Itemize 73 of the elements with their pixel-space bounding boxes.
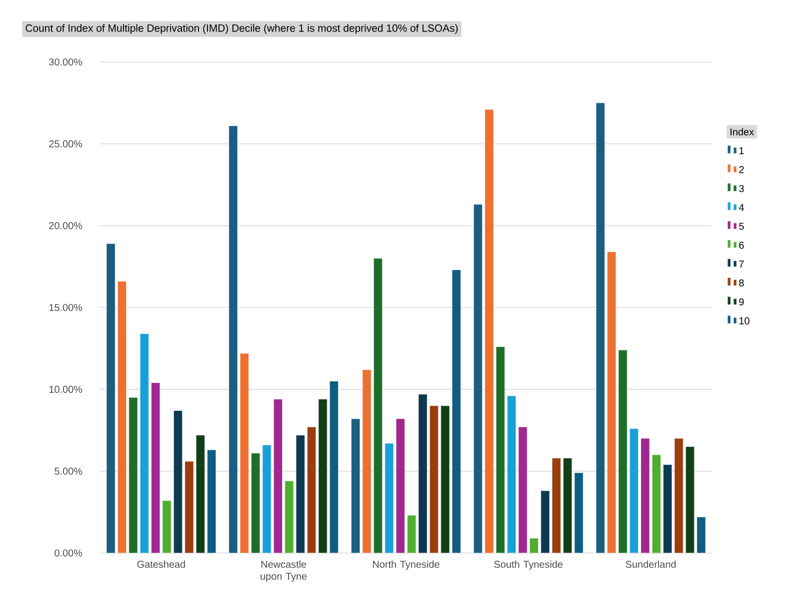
bar [274, 399, 282, 553]
bar [140, 334, 149, 553]
bar [430, 406, 438, 553]
bar [563, 458, 572, 553]
legend-label: 10 [739, 317, 750, 324]
bar [452, 270, 461, 553]
bar [296, 435, 305, 553]
y-tick-label: 30.00% [49, 58, 82, 66]
bar [251, 453, 260, 553]
y-tick-label: 10.00% [49, 386, 82, 393]
bar [240, 353, 249, 553]
bar [484, 109, 494, 553]
legend-label: 8 [739, 279, 744, 286]
bar [540, 490, 550, 553]
bar [228, 126, 238, 553]
x-tick-label: Newcastle upon Tyne [260, 560, 307, 582]
bar [418, 394, 428, 553]
bar [184, 461, 194, 553]
bar [652, 454, 661, 553]
bar [574, 472, 584, 553]
legend-label: 9 [739, 298, 744, 306]
y-tick-label: 25.00% [49, 140, 82, 148]
bar [384, 443, 394, 553]
bar [596, 102, 605, 553]
bar [174, 410, 182, 553]
bar [440, 406, 450, 553]
bar [640, 438, 650, 553]
bar [162, 500, 172, 553]
bar [607, 252, 616, 553]
bar [474, 204, 482, 553]
legend-label: 2 [739, 166, 744, 174]
bar [663, 464, 672, 553]
x-tick-label: Sunderland [626, 560, 676, 568]
bar [362, 370, 372, 553]
legend-label: 3 [739, 185, 744, 192]
y-tick-label: 15.00% [49, 304, 82, 312]
bar [396, 418, 405, 553]
bar [552, 458, 561, 553]
bar [518, 426, 528, 553]
bar [106, 244, 116, 553]
y-tick-label: 20.00% [49, 222, 82, 230]
bar [496, 346, 505, 553]
legend-label: 6 [739, 242, 744, 249]
y-tick-label: 0.00% [54, 549, 82, 557]
x-tick-label: South Tyneside [494, 560, 563, 570]
bar [674, 438, 684, 553]
bar [284, 480, 294, 553]
bar [507, 396, 516, 553]
bar [630, 428, 638, 553]
x-tick-label: Gateshead [137, 560, 185, 568]
x-tick-label: North Tyneside [373, 560, 440, 570]
bar [686, 446, 694, 553]
bar [351, 418, 360, 553]
legend-label: 5 [739, 222, 744, 230]
bar [330, 381, 338, 553]
chart-title: Count of Index of Multiple Deprivation (IMD) Decile (where 1 is most deprived 10% of LSOAs) [26, 24, 458, 34]
bar [207, 450, 216, 553]
legend-label: 7 [739, 260, 744, 268]
legend-label: 1 [739, 147, 744, 154]
bar [196, 435, 205, 553]
bar [318, 399, 328, 553]
bar [307, 426, 316, 553]
bar [128, 397, 138, 553]
legend-label: 4 [738, 204, 744, 211]
bar [407, 515, 416, 553]
bar [374, 258, 382, 553]
y-tick-label: 5.00% [54, 468, 82, 475]
bar [118, 281, 126, 553]
bar [151, 382, 160, 553]
legend-title: Index [730, 128, 754, 136]
bar [618, 350, 628, 553]
bar [262, 444, 272, 553]
bar [696, 516, 706, 553]
